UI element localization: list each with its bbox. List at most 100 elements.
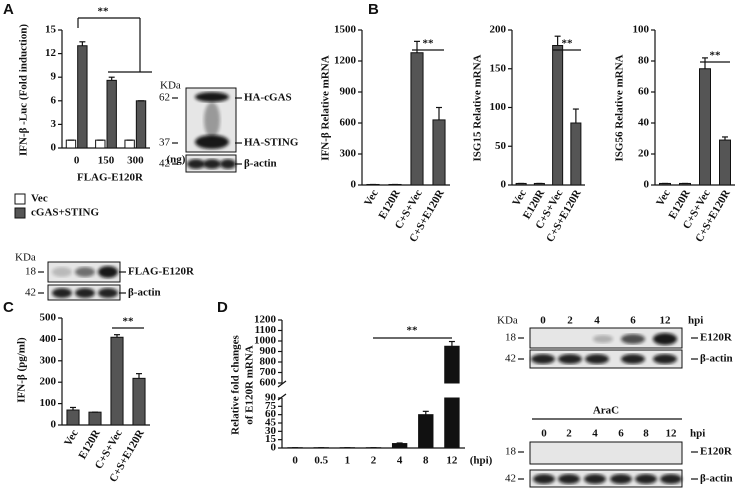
- bar: [418, 414, 434, 449]
- y-axis-label: ISG56 Relative mRNA: [614, 54, 626, 161]
- blot-label: β-actin: [700, 473, 733, 485]
- blot-band: [610, 474, 632, 484]
- y-tick-label: 100: [490, 101, 507, 113]
- y-axis-label: Relative fold changes: [230, 334, 242, 434]
- bar: [699, 68, 711, 186]
- y-tick-label: 50: [495, 140, 507, 152]
- legend-swatch: [14, 193, 26, 205]
- blot-label: HA-cGAS: [244, 92, 292, 104]
- blot-band: [52, 267, 72, 277]
- blot-band: [75, 267, 95, 277]
- blot-band: [584, 474, 606, 484]
- blot-band: [195, 135, 229, 149]
- bar: [88, 411, 102, 426]
- panel-label: D: [217, 299, 228, 316]
- x-tick-label: 4: [397, 455, 403, 467]
- y-tick-label: 0: [644, 179, 650, 191]
- time-unit: hpi: [690, 428, 705, 440]
- y-tick-label: 100: [633, 24, 650, 36]
- blot-band: [220, 159, 236, 169]
- marker-label: 18: [505, 332, 517, 344]
- y-tick-label: 75: [265, 400, 277, 412]
- y-tick-label: 9: [51, 71, 57, 83]
- y-tick-label: 900: [260, 345, 277, 357]
- x-unit: (hpi): [470, 455, 493, 467]
- blot-band: [621, 354, 645, 364]
- marker-label: 62: [159, 92, 170, 104]
- y-tick-label: 1000: [254, 335, 277, 347]
- blot-band: [558, 354, 582, 364]
- y-tick-label: 0: [51, 419, 57, 431]
- marker-label: 42: [505, 353, 516, 365]
- x-tick-label: Vec: [62, 428, 81, 449]
- bar: [66, 409, 80, 426]
- kda-label: KDa: [497, 315, 518, 327]
- time-label: 2: [566, 428, 572, 440]
- bar: [77, 45, 88, 149]
- blot-band: [585, 354, 609, 364]
- blot-band: [635, 474, 657, 484]
- time-label: 8: [643, 428, 649, 440]
- y-tick-label: 700: [260, 366, 277, 378]
- kda-label: KDa: [15, 252, 36, 264]
- x-tick-label: 0.5: [314, 455, 328, 467]
- y-tick-label: 40: [638, 117, 650, 129]
- bar: [65, 139, 77, 149]
- blot-label: E120R: [700, 446, 733, 458]
- blot-label: FLAG-E120R: [128, 266, 195, 278]
- time-label: 4: [594, 315, 600, 327]
- y-tick-label: 1200: [254, 314, 277, 326]
- bar: [124, 139, 135, 149]
- time-label: 4: [592, 428, 598, 440]
- time-label: 0: [540, 315, 546, 327]
- x-tick-label: 1: [345, 455, 351, 467]
- x-tick-label: 8: [423, 455, 429, 467]
- panel-label: C: [3, 299, 14, 316]
- y-axis-label: of E120R mRNA: [244, 345, 256, 424]
- axis-break: [277, 393, 287, 401]
- blot-band: [203, 159, 221, 169]
- x-tick-label: 2: [371, 455, 377, 467]
- y-tick-label: 3: [51, 118, 57, 130]
- significance-label: **: [123, 316, 135, 328]
- legend-swatch: [14, 207, 26, 219]
- axis-break: [277, 380, 287, 388]
- y-tick-label: 15: [265, 433, 277, 445]
- legend-label: cGAS+STING: [31, 207, 99, 219]
- x-axis-label: FLAG-E120R: [77, 172, 144, 184]
- blot-band: [187, 159, 205, 169]
- y-tick-label: 500: [40, 312, 57, 324]
- blot-band: [52, 288, 72, 298]
- y-axis-label: IFN-β (pg/ml): [16, 337, 28, 403]
- marker-label: 42: [25, 287, 36, 299]
- marker-label: 18: [505, 446, 517, 458]
- blot-band: [98, 266, 118, 278]
- marker-label: 42: [159, 158, 170, 170]
- blot-band: [660, 474, 682, 484]
- y-tick-label: 30: [265, 425, 277, 437]
- x-tick-label: Vec: [654, 188, 673, 209]
- treatment-label: AraC: [593, 405, 619, 417]
- blot-band: [75, 288, 95, 298]
- blot-band: [558, 474, 580, 484]
- blot-band: [98, 288, 118, 298]
- blot-band: [593, 335, 613, 343]
- blot-strip: [529, 441, 683, 465]
- y-tick-label: 60: [638, 86, 650, 98]
- y-tick-label: 600: [340, 117, 357, 129]
- blot-label: β-actin: [700, 353, 733, 365]
- blot-band: [621, 334, 645, 344]
- significance-label: **: [98, 6, 110, 18]
- y-tick-label: 15: [45, 24, 57, 36]
- bar: [391, 443, 408, 449]
- blot-label: β-actin: [244, 158, 277, 170]
- bar: [410, 52, 424, 186]
- time-label: 12: [666, 428, 678, 440]
- time-unit: hpi: [688, 315, 703, 327]
- y-axis-label: ISG15 Relative mRNA: [472, 54, 484, 161]
- y-tick-label: 0: [271, 442, 277, 454]
- blot-band: [195, 92, 229, 102]
- y-tick-label: 150: [490, 62, 507, 74]
- blot-band: [653, 333, 677, 345]
- bar: [95, 139, 106, 149]
